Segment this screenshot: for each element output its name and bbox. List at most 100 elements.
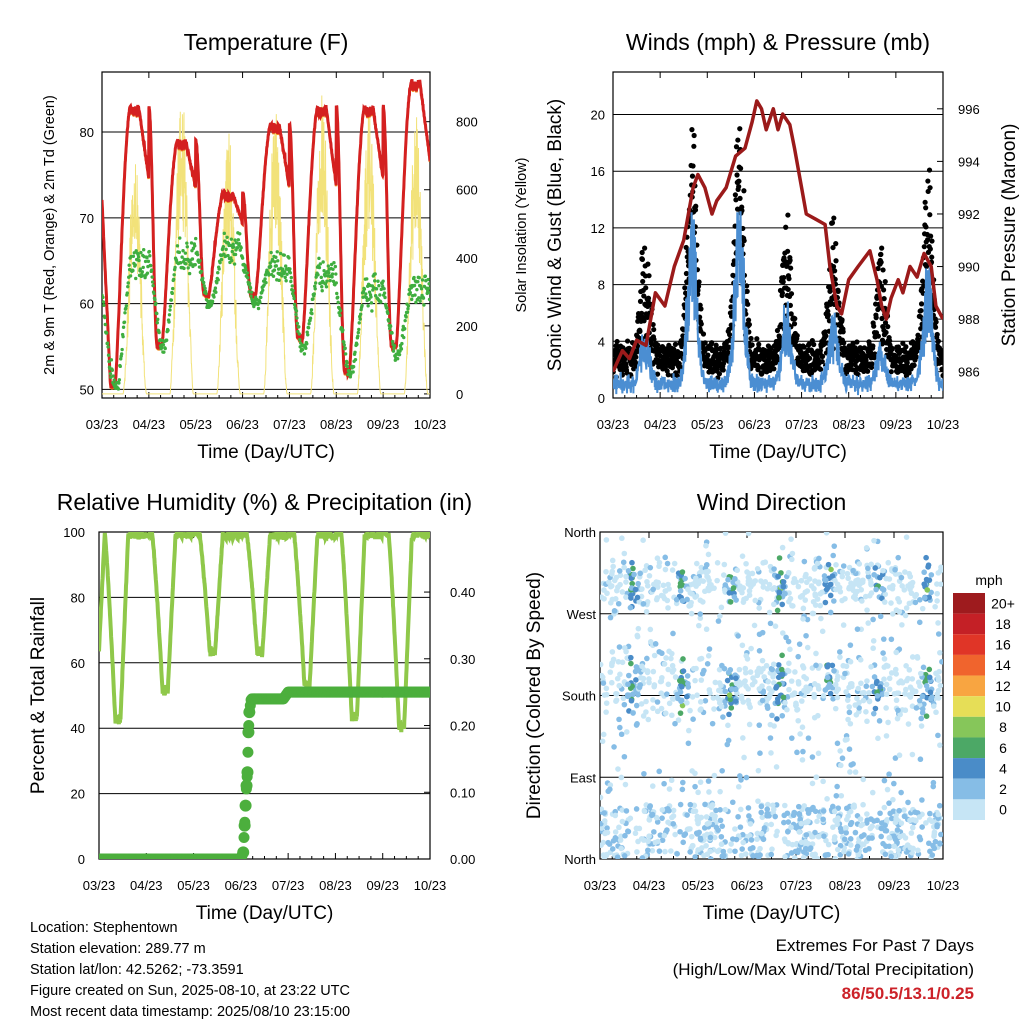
x-tick-label: 04/23: [644, 417, 677, 432]
gust-point: [929, 254, 935, 260]
direction-point: [876, 718, 883, 724]
direction-point: [706, 646, 713, 652]
direction-point: [815, 750, 822, 757]
wind-line: [613, 211, 943, 396]
direction-point: [740, 585, 747, 591]
direction-point: [680, 839, 687, 846]
direction-point: [919, 706, 926, 712]
direction-point: [623, 729, 630, 735]
gust-point: [695, 283, 702, 289]
dewpoint-point: [167, 313, 172, 317]
dewpoint-point: [319, 275, 323, 280]
direction-point: [761, 825, 768, 831]
direction-point: [652, 641, 659, 647]
direction-point: [692, 783, 698, 790]
direction-point: [896, 679, 902, 686]
direction-point: [813, 662, 819, 669]
direction-point: [802, 597, 809, 603]
direction-point: [758, 578, 764, 584]
direction-point: [664, 597, 671, 604]
direction-point: [705, 568, 711, 575]
direction-point: [679, 786, 686, 793]
dewpoint-point: [178, 236, 182, 240]
gust-point: [794, 333, 800, 339]
direction-point: [894, 715, 901, 722]
dewpoint-point: [197, 265, 202, 269]
direction-point: [635, 580, 641, 587]
gust-point: [927, 212, 933, 218]
direction-point: [809, 833, 815, 840]
direction-point: [612, 835, 619, 841]
dewpoint-point: [231, 245, 236, 249]
direction-point: [665, 666, 672, 673]
direction-point: [820, 816, 826, 823]
dewpoint-point: [285, 272, 289, 276]
dewpoint-point: [343, 346, 347, 350]
direction-point: [799, 724, 806, 731]
direction-point: [859, 598, 865, 604]
x-tick-label: 10/23: [414, 417, 447, 432]
direction-point: [926, 666, 933, 673]
direction-point: [632, 830, 639, 837]
direction-point: [821, 573, 828, 579]
direction-point: [806, 576, 813, 582]
gust-point: [872, 351, 878, 357]
direction-point: [698, 655, 705, 662]
direction-point: [756, 648, 763, 654]
dewpoint-point: [272, 268, 277, 272]
direction-point: [669, 814, 675, 821]
gust-point: [702, 340, 708, 346]
direction-point: [796, 829, 803, 835]
direction-point: [899, 583, 905, 589]
dewpoint-point: [404, 315, 408, 319]
direction-point: [670, 630, 676, 637]
dewpoint-point: [287, 256, 291, 260]
direction-point: [639, 855, 646, 859]
direction-point: [705, 653, 712, 659]
direction-point: [743, 653, 750, 659]
dewpoint-point: [225, 235, 229, 239]
direction-point: [817, 590, 824, 597]
gust-point: [863, 357, 869, 363]
direction-point: [728, 686, 735, 692]
direction-point: [654, 555, 661, 562]
direction-point: [699, 670, 706, 677]
gust-point: [650, 321, 656, 328]
direction-point: [609, 596, 616, 603]
direction-point: [643, 698, 649, 705]
direction-point: [909, 654, 916, 660]
dewpoint-point: [112, 378, 116, 382]
direction-point: [782, 838, 789, 845]
dewpoint-point: [329, 262, 334, 267]
extremes-title: Extremes For Past 7 Days: [775, 936, 974, 955]
direction-point: [739, 589, 745, 596]
direction-point: [664, 827, 670, 833]
direction-point: [621, 701, 628, 708]
direction-point: [654, 584, 661, 590]
dewpoint-point: [193, 263, 197, 267]
gust-point: [634, 348, 640, 354]
gust-point: [870, 343, 876, 349]
direction-point: [769, 802, 776, 809]
direction-point: [918, 715, 925, 722]
gust-point: [654, 371, 661, 377]
y2-tick-label: 0.40: [450, 585, 475, 600]
direction-point: [789, 550, 796, 557]
direction-point: [858, 833, 865, 840]
direction-point: [773, 764, 780, 770]
x-tick-label: 04/23: [633, 878, 666, 893]
dewpoint-point: [267, 273, 271, 277]
dewpoint-point: [351, 370, 355, 374]
direction-point: [905, 799, 911, 806]
direction-point: [662, 554, 669, 561]
direction-point: [921, 569, 927, 576]
direction-point: [656, 559, 663, 566]
dewpoint-point: [118, 364, 122, 369]
direction-point: [834, 694, 841, 701]
gust-point: [639, 256, 646, 262]
direction-point: [690, 808, 697, 815]
direction-point: [634, 632, 641, 639]
y-tick-label: 50: [80, 382, 94, 397]
direction-point: [640, 537, 646, 544]
direction-point: [685, 680, 691, 687]
